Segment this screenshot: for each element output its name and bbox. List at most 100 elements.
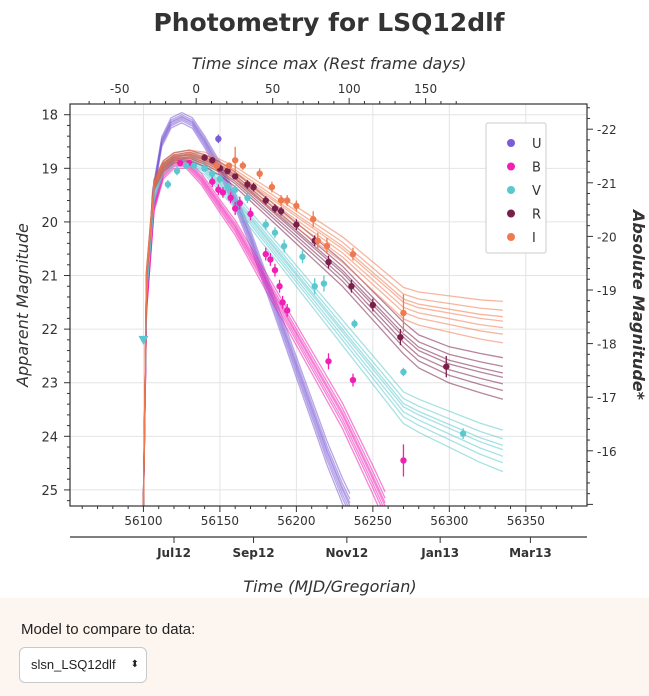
- left-axis-label: Apparent Magnitude: [13, 223, 32, 388]
- abs-tick-label: -17: [597, 391, 617, 405]
- point-b: [267, 256, 274, 263]
- y-tick-label: 21: [41, 270, 58, 285]
- point-r: [250, 183, 257, 191]
- point-v: [262, 221, 269, 228]
- select-arrows-icon: ⬍: [130, 659, 139, 670]
- model-line-b: [142, 165, 382, 506]
- legend-label-v: V: [532, 184, 541, 199]
- photometry-chart: Photometry for LSQ12dlf Time since max (…: [13, 8, 648, 596]
- point-v: [190, 162, 198, 169]
- top-tick-label: -50: [110, 82, 130, 96]
- point-r: [224, 167, 231, 175]
- point-b: [279, 299, 286, 306]
- y-tick-label: 20: [41, 216, 58, 231]
- point-v: [231, 186, 239, 193]
- date-tick-label: Nov12: [325, 546, 368, 560]
- plot-area: 56100 56150 56200 56250 56300 56350 Jul12 Sep12…: [41, 82, 616, 560]
- point-b: [219, 189, 227, 196]
- x-tick-label: 56300: [430, 514, 468, 528]
- point-r: [262, 197, 269, 204]
- legend-label-u: U: [532, 137, 542, 152]
- point-r: [325, 258, 332, 266]
- point-b: [262, 250, 269, 258]
- point-v: [280, 242, 288, 250]
- point-i: [277, 197, 285, 204]
- point-b: [231, 205, 239, 212]
- point-b: [209, 178, 216, 185]
- point-v: [311, 283, 318, 290]
- abs-tick-label: -16: [597, 445, 617, 459]
- point-b: [325, 358, 332, 365]
- model-line-b: [142, 167, 379, 506]
- top-tick-label: 150: [414, 82, 437, 96]
- point-v: [209, 170, 216, 177]
- model-line-i: [142, 153, 503, 505]
- point-r: [277, 208, 285, 215]
- legend-label-b: B: [532, 161, 541, 176]
- point-r: [397, 333, 404, 341]
- model-label: Model to compare to data:: [21, 621, 196, 638]
- y-tick-label: 22: [41, 323, 58, 338]
- model-line-i: [142, 159, 504, 506]
- model-line-i: [142, 154, 503, 506]
- point-b: [227, 194, 234, 201]
- model-select[interactable]: slsn_LSQ12dlf ⬍: [19, 647, 147, 683]
- abs-tick-label: -18: [597, 338, 617, 352]
- date-tick-label: Jul12: [156, 546, 191, 560]
- legend-marker-u: [507, 139, 515, 147]
- legend-box: [485, 122, 547, 254]
- point-b: [176, 159, 184, 167]
- legend-marker-r: [507, 209, 515, 218]
- point-v: [201, 165, 208, 172]
- point-b: [276, 283, 283, 290]
- point-i: [239, 162, 247, 169]
- point-v: [400, 368, 407, 376]
- y-tick-label: 19: [41, 162, 58, 177]
- point-i: [314, 237, 321, 244]
- point-r: [369, 301, 377, 309]
- point-v: [244, 194, 251, 201]
- point-i: [225, 162, 233, 169]
- top-tick-label: 100: [338, 82, 361, 96]
- legend-marker-b: [507, 162, 515, 171]
- point-v: [320, 280, 328, 287]
- model-select-value: slsn_LSQ12dlf: [31, 657, 116, 672]
- point-b: [349, 376, 357, 384]
- abs-tick-label: -20: [597, 230, 617, 244]
- point-i: [349, 250, 357, 258]
- x-tick-label: 56150: [201, 514, 239, 528]
- point-v: [351, 320, 358, 327]
- point-b: [247, 210, 254, 218]
- abs-tick-label: -19: [597, 284, 617, 298]
- point-r: [244, 181, 251, 188]
- point-u: [215, 135, 222, 143]
- point-v: [183, 162, 190, 169]
- point-r: [271, 205, 279, 212]
- x-tick-label: 56250: [354, 514, 392, 528]
- point-v: [173, 167, 181, 175]
- date-tick-label: Mar13: [509, 546, 552, 560]
- abs-tick-label: -21: [597, 177, 617, 191]
- point-i: [268, 183, 276, 191]
- point-v: [216, 175, 224, 183]
- point-v: [299, 253, 306, 260]
- abs-tick-label: -22: [597, 123, 617, 137]
- data-points: [138, 134, 467, 477]
- point-v: [459, 430, 467, 437]
- model-line-v: [142, 161, 504, 506]
- model-line-i: [142, 155, 503, 506]
- top-axis-label: Time since max (Rest frame days): [192, 54, 467, 73]
- point-v: [271, 229, 279, 236]
- y-tick-label: 23: [41, 377, 58, 392]
- legend-label-i: I: [532, 231, 536, 246]
- point-r: [231, 173, 239, 180]
- date-tick-label: Sep12: [233, 546, 275, 560]
- model-panel: Model to compare to data: slsn_LSQ12dlf …: [0, 598, 649, 696]
- model-curves: [142, 111, 504, 506]
- point-i: [256, 170, 263, 177]
- point-i: [213, 162, 221, 169]
- right-axis-label: Absolute Magnitude*: [629, 208, 648, 401]
- point-b: [236, 199, 243, 207]
- point-i: [310, 216, 317, 223]
